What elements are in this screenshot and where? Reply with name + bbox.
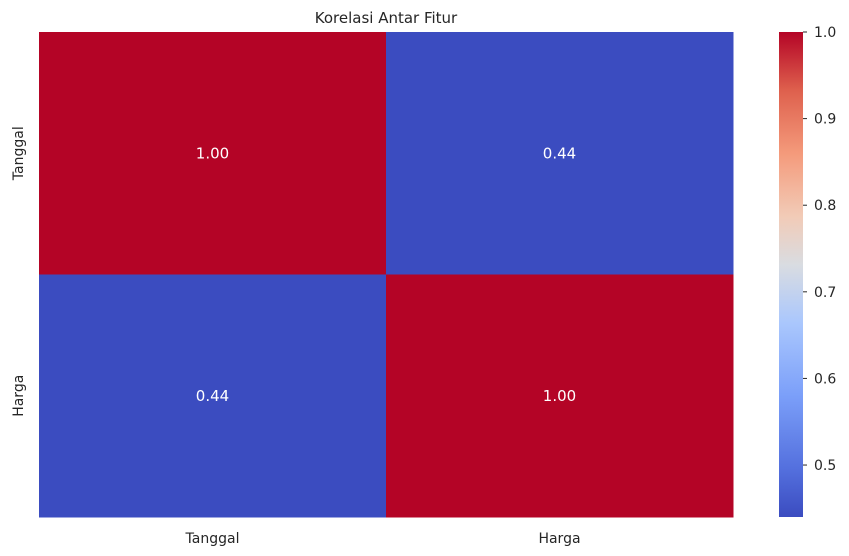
cell-label-r0-c1: 0.44 xyxy=(543,144,576,162)
heatmap-cell-r1-c1 xyxy=(386,274,734,518)
x-axis-ticks: Tanggal Harga xyxy=(185,531,581,547)
y-tick-label-1: Harga xyxy=(11,375,27,417)
colorbar-tick-label-2: 0.7 xyxy=(814,285,836,301)
cell-label-r0-c0: 1.00 xyxy=(196,144,229,162)
colorbar-tick-label-5: 1.0 xyxy=(814,25,836,41)
y-tick-label-0: Tanggal xyxy=(11,126,27,181)
heatmap-cell-r1-c0 xyxy=(39,274,387,518)
chart-title: Korelasi Antar Fitur xyxy=(315,9,458,27)
colorbar-tick-label-1: 0.6 xyxy=(814,371,836,387)
heatmap-cells: 1.00 0.44 0.44 1.00 xyxy=(39,32,734,518)
colorbar-tick-label-4: 0.9 xyxy=(814,112,836,128)
cell-label-r1-c1: 1.00 xyxy=(543,387,576,405)
y-axis-ticks: Tanggal Harga xyxy=(11,126,27,417)
x-tick-label-0: Tanggal xyxy=(185,531,240,547)
colorbar-tick-label-0: 0.5 xyxy=(814,458,836,474)
colorbar xyxy=(779,32,803,517)
cell-label-r1-c0: 0.44 xyxy=(196,387,229,405)
heatmap-cell-r0-c1 xyxy=(386,32,734,275)
x-tick-label-1: Harga xyxy=(538,531,580,547)
heatmap-cell-r0-c0 xyxy=(39,32,387,275)
colorbar-ticks: 0.5 0.6 0.7 0.8 0.9 1.0 xyxy=(803,25,836,474)
colorbar-tick-label-3: 0.8 xyxy=(814,198,836,214)
